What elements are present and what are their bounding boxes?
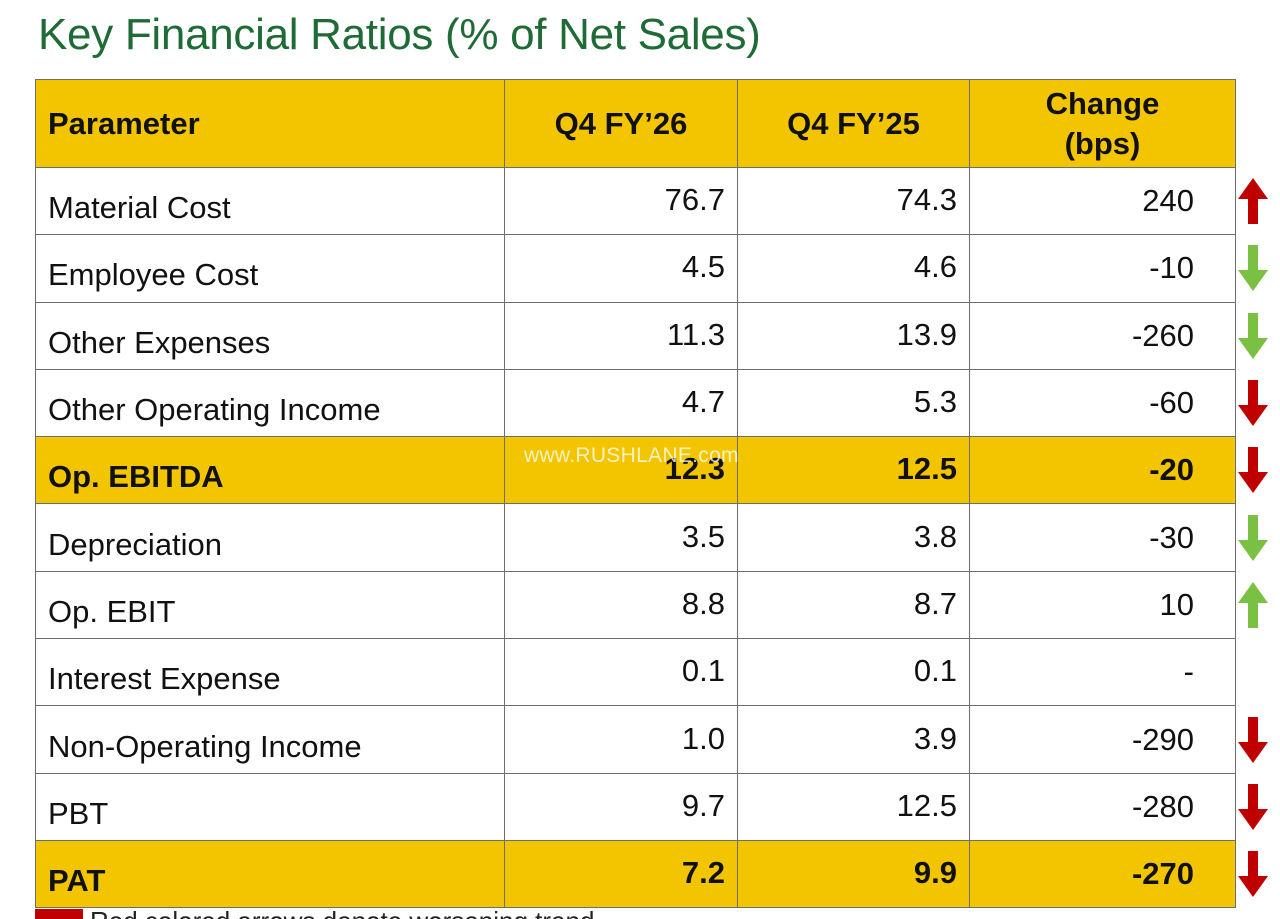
change-value: 240 xyxy=(1142,183,1194,219)
cell-q4-fy25: 8.7 xyxy=(737,570,970,640)
change-value: -290 xyxy=(1131,721,1194,757)
cell-change: -270 xyxy=(969,839,1268,909)
cell-q4-fy26: 0.1 xyxy=(504,638,738,707)
table-header-row: Parameter Q4 FY’26 Q4 FY’25 Change (bps) xyxy=(35,79,1236,168)
cell-q4-fy25: 4.6 xyxy=(737,234,970,303)
change-value: -30 xyxy=(1149,519,1194,555)
cell-parameter: Other Operating Income xyxy=(35,368,505,438)
header-change-label: Change (bps) xyxy=(1045,85,1160,161)
cell-q4-fy25: 5.3 xyxy=(737,368,970,438)
table-row: Other Operating Income 4.7 5.3 -60 xyxy=(35,368,1268,438)
change-value: 10 xyxy=(1159,586,1194,622)
cell-change: - xyxy=(969,638,1236,707)
cell-change: -260 xyxy=(969,301,1268,370)
cell-change: -20 xyxy=(969,436,1268,505)
cell-q4-fy26: 8.8 xyxy=(504,570,738,640)
table-row: Op. EBITDA 12.3 12.5 -20 xyxy=(35,436,1268,505)
watermark: www.RUSHLANE.com xyxy=(524,444,739,467)
cell-change: -290 xyxy=(969,705,1268,774)
cell-q4-fy25: 3.8 xyxy=(737,503,970,572)
cell-q4-fy26: 4.5 xyxy=(504,234,738,303)
table-row: Op. EBIT 8.8 8.7 10 xyxy=(35,570,1268,640)
table-row: Non-Operating Income 1.0 3.9 -290 xyxy=(35,705,1268,774)
cell-change: 240 xyxy=(969,166,1268,236)
cell-q4-fy25: 12.5 xyxy=(737,772,970,841)
change-value: -60 xyxy=(1149,385,1194,421)
cell-change: -30 xyxy=(969,503,1268,572)
change-value: -260 xyxy=(1131,317,1194,353)
cell-q4-fy26: 11.3 xyxy=(504,301,738,370)
cell-parameter: Non-Operating Income xyxy=(35,705,505,774)
cell-change: -60 xyxy=(969,368,1268,438)
table-row: PBT 9.7 12.5 -280 xyxy=(35,772,1268,841)
change-value: -20 xyxy=(1149,452,1194,488)
header-change-bps: Change (bps) xyxy=(969,79,1236,168)
table-row: Employee Cost 4.5 4.6 -10 xyxy=(35,234,1268,303)
table-row: Depreciation 3.5 3.8 -30 xyxy=(35,503,1268,572)
cell-q4-fy26: 12.3 xyxy=(504,436,738,505)
cell-change: -280 xyxy=(969,772,1268,841)
header-q4-fy25: Q4 FY’25 xyxy=(737,79,970,168)
cell-q4-fy25: 12.5 xyxy=(737,436,970,505)
change-value: -10 xyxy=(1149,250,1194,286)
financial-ratios-table: Parameter Q4 FY’26 Q4 FY’25 Change (bps)… xyxy=(35,79,1268,909)
cell-q4-fy26: 7.2 xyxy=(504,839,738,909)
cell-parameter: Op. EBIT xyxy=(35,570,505,640)
cell-q4-fy26: 9.7 xyxy=(504,772,738,841)
cell-q4-fy25: 13.9 xyxy=(737,301,970,370)
cell-q4-fy25: 0.1 xyxy=(737,638,970,707)
change-value: -270 xyxy=(1131,856,1194,892)
cell-parameter: Op. EBITDA xyxy=(35,436,505,505)
cell-q4-fy26: 76.7 xyxy=(504,166,738,236)
legend-text: Red colored arrows denote worsening tren… xyxy=(90,906,594,919)
change-value: -280 xyxy=(1131,788,1194,824)
cell-parameter: Depreciation xyxy=(35,503,505,572)
table-row: Material Cost 76.7 74.3 240 xyxy=(35,166,1268,236)
legend-swatch xyxy=(35,909,83,919)
header-parameter: Parameter xyxy=(35,79,505,168)
table-row: PAT 7.2 9.9 -270 xyxy=(35,839,1268,909)
header-q4-fy26: Q4 FY’26 xyxy=(504,79,738,168)
cell-parameter: Other Expenses xyxy=(35,301,505,370)
change-value: - xyxy=(1183,654,1194,690)
cell-parameter: PBT xyxy=(35,772,505,841)
cell-q4-fy26: 1.0 xyxy=(504,705,738,774)
cell-q4-fy25: 9.9 xyxy=(737,839,970,909)
cell-change: 10 xyxy=(969,570,1268,640)
cell-q4-fy25: 3.9 xyxy=(737,705,970,774)
cell-parameter: Employee Cost xyxy=(35,234,505,303)
table-row: Other Expenses 11.3 13.9 -260 xyxy=(35,301,1268,370)
cell-parameter: Material Cost xyxy=(35,166,505,236)
cell-q4-fy26: 4.7 xyxy=(504,368,738,438)
cell-parameter: Interest Expense xyxy=(35,638,505,707)
cell-change: -10 xyxy=(969,234,1268,303)
cell-q4-fy25: 74.3 xyxy=(737,166,970,236)
table-row: Interest Expense 0.1 0.1- xyxy=(35,638,1236,707)
cell-q4-fy26: 3.5 xyxy=(504,503,738,572)
cell-parameter: PAT xyxy=(35,839,505,909)
page-title: Key Financial Ratios (% of Net Sales) xyxy=(38,10,761,59)
